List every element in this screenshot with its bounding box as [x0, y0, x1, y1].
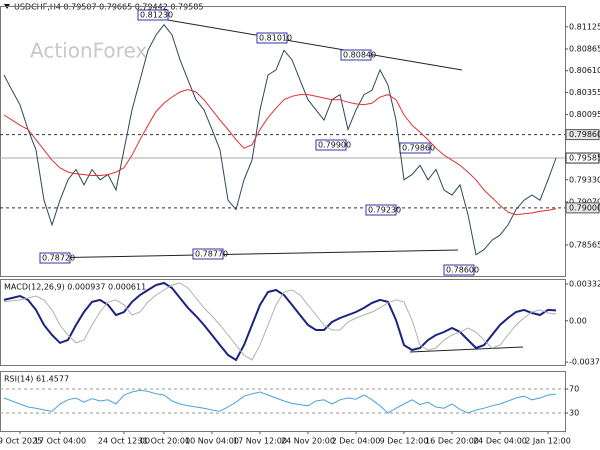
trend-line	[149, 16, 463, 71]
panel-title: RSI(14) 61.4577	[4, 375, 69, 384]
y-tick-label: 0.79330	[569, 175, 600, 184]
price-annotation-box	[443, 264, 475, 276]
level-label: 0.79860	[569, 130, 600, 139]
x-tick-label: 24 Oct 12:00	[98, 437, 150, 446]
y-tick-label: 30	[569, 409, 579, 418]
y-tick-label: 0.003321	[569, 279, 600, 288]
price-annotation: 0.78720	[42, 254, 75, 263]
price-annotation-box	[256, 32, 288, 44]
panel-frame	[0, 279, 566, 366]
series-line	[3, 282, 557, 361]
y-tick-label: 0.80095	[569, 110, 600, 119]
y-tick-label: 0.80355	[569, 88, 600, 97]
level-tag	[565, 129, 600, 141]
level-label: 0.79000	[569, 203, 600, 212]
x-tick-label: 9 Dec 12:00	[380, 437, 429, 446]
price-annotation-box	[137, 9, 169, 21]
x-tick-label: 31 Oct 20:00	[138, 437, 190, 446]
price-annotation-box	[340, 49, 372, 61]
y-tick-label: -0.003723	[569, 358, 600, 367]
y-tick-label: 0.80610	[569, 66, 600, 75]
y-tick-label: 70	[569, 385, 579, 394]
x-tick-label: 2 Dec 04:00	[332, 437, 381, 446]
price-annotation: 0.81010	[259, 34, 292, 43]
price-annotation-box	[192, 248, 224, 260]
series-line	[3, 23, 557, 256]
x-tick-label: 9 Oct 2025	[0, 437, 42, 446]
x-tick-label: 16 Dec 20:00	[425, 437, 479, 446]
y-tick-label: 0.81125	[569, 22, 600, 31]
y-tick-label: 0.00	[569, 316, 587, 325]
series-line	[3, 389, 557, 414]
price-annotation: 0.79860	[402, 144, 435, 153]
price-annotation-box	[365, 204, 397, 216]
x-tick-label: 17 Oct 04:00	[34, 437, 86, 446]
x-tick-label: 10 Nov 04:00	[185, 437, 239, 446]
panel-frame	[0, 6, 566, 277]
trend-line	[409, 346, 524, 353]
last-price-tag	[565, 152, 600, 164]
trend-line	[39, 249, 459, 259]
level-tag	[565, 202, 600, 214]
x-tick-label: 17 Nov 12:00	[233, 437, 287, 446]
price-annotation-box	[315, 139, 347, 151]
watermark: ActionForex	[30, 39, 147, 63]
panel-title: MACD(12,26,9) 0.000937 0.000611	[4, 283, 146, 292]
series-line	[3, 88, 557, 216]
price-annotation: 0.80840	[343, 51, 376, 60]
x-tick-label: 24 Nov 20:00	[281, 437, 335, 446]
price-annotation: 0.79230	[368, 206, 401, 215]
y-tick-label: 0.80865	[569, 45, 600, 54]
series-line	[3, 281, 557, 362]
price-annotation: 0.81230	[140, 11, 173, 20]
x-tick-label: 2 Jan 12:00	[525, 437, 571, 446]
price-annotation: 0.78770	[195, 250, 228, 259]
y-tick-label: 0.79070	[569, 197, 600, 206]
x-tick-label: 24 Dec 04:00	[473, 437, 527, 446]
price-annotation: 0.79900	[318, 141, 351, 150]
panel-frame	[0, 371, 566, 432]
price-annotation: 0.78600	[446, 266, 479, 275]
price-annotation-box	[39, 252, 71, 264]
last-price-label: 0.79585	[569, 154, 600, 163]
y-tick-label: 0.78565	[569, 240, 600, 249]
